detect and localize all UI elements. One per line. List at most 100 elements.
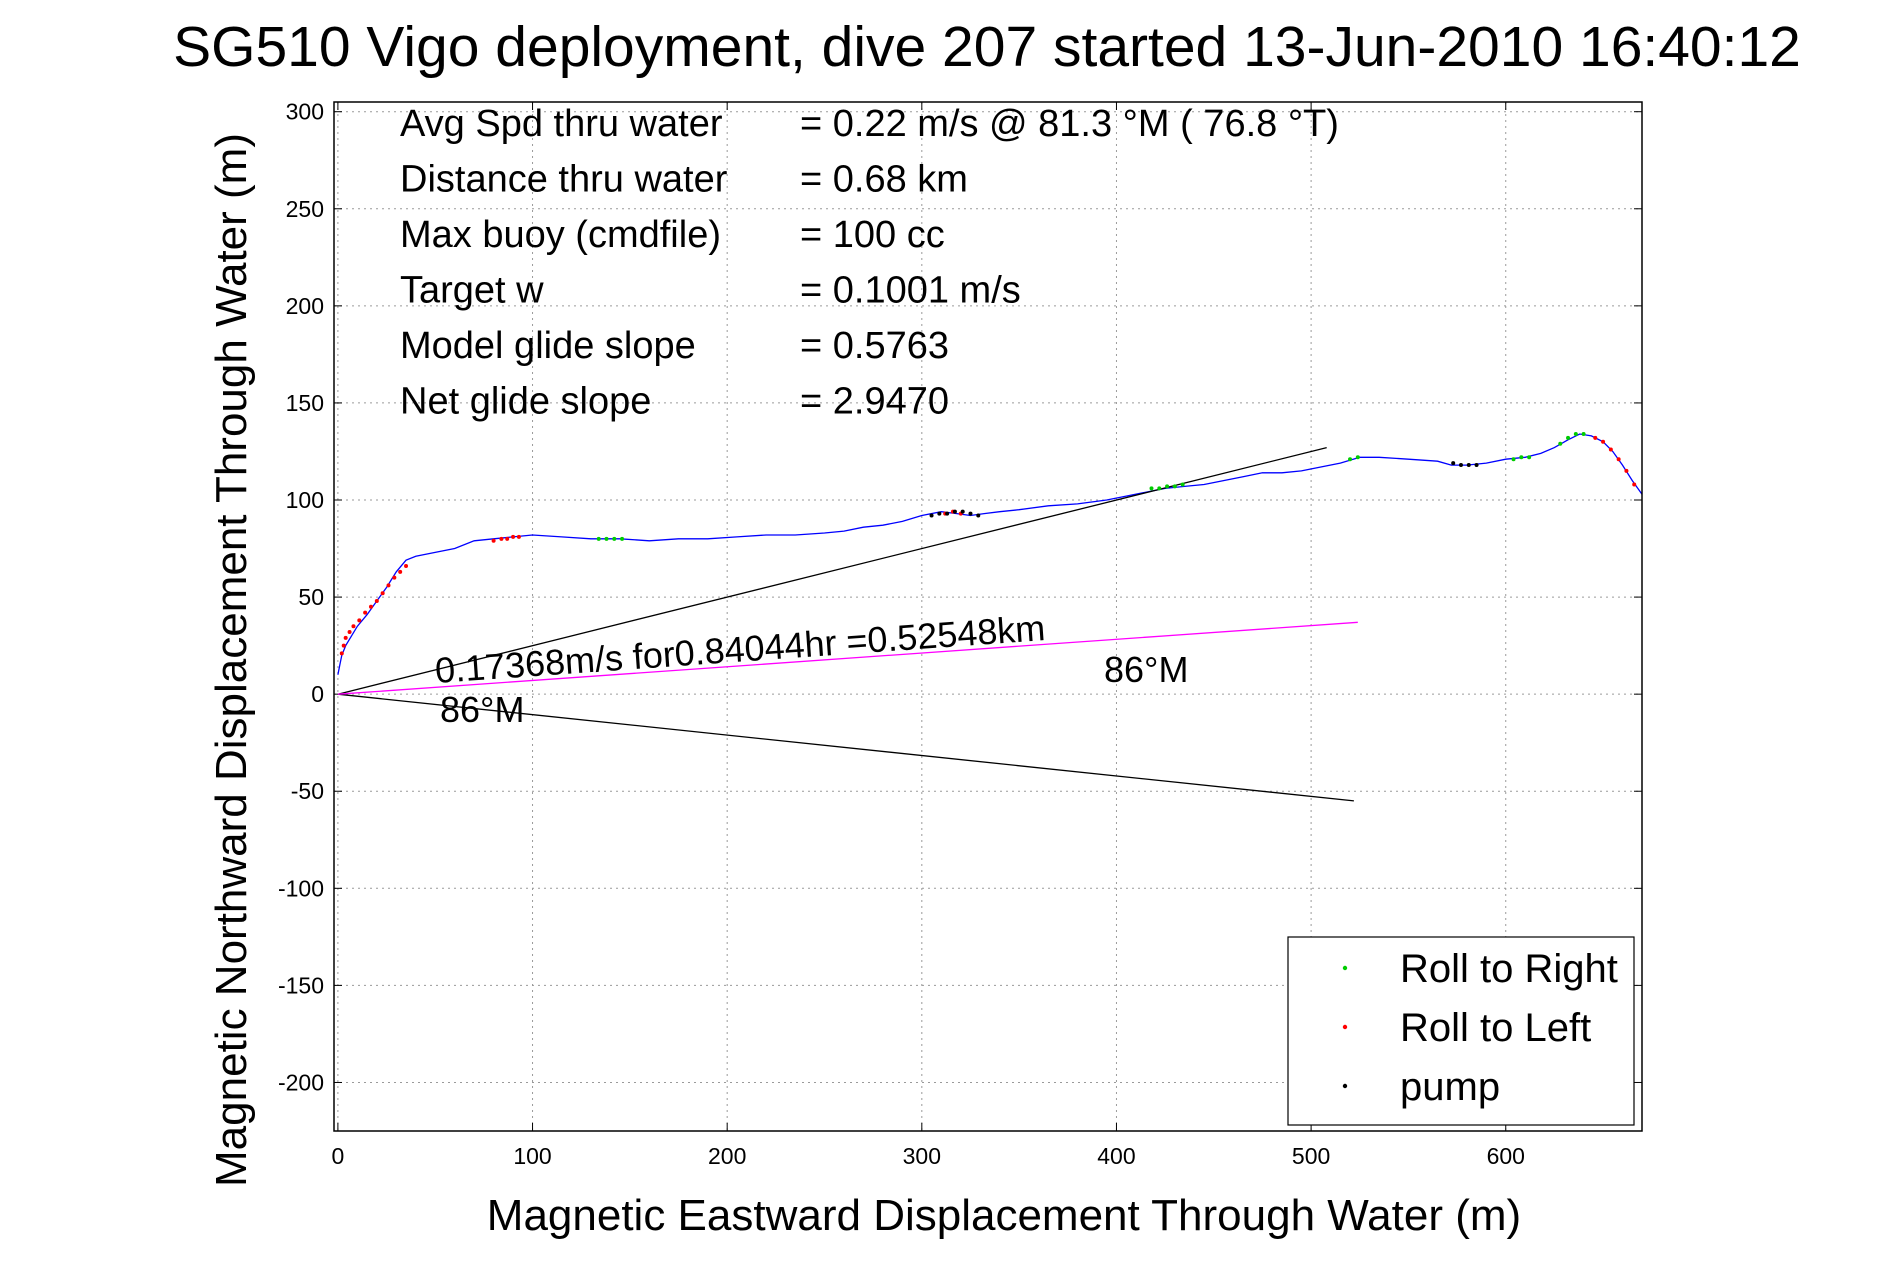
y-tick-label: -100 bbox=[278, 875, 324, 901]
marker-roll-to-right bbox=[1511, 457, 1516, 462]
marker-roll-to-right bbox=[620, 536, 625, 541]
marker-pump bbox=[1458, 463, 1463, 468]
stat-value: = 100 cc bbox=[800, 214, 945, 256]
marker-roll-to-left bbox=[516, 534, 521, 539]
stat-label: Max buoy (cmdfile) bbox=[400, 214, 721, 256]
stat-value: = 0.5763 bbox=[800, 325, 949, 367]
marker-roll-to-right bbox=[1581, 431, 1586, 436]
marker-roll-to-left bbox=[380, 591, 385, 596]
series-track bbox=[337, 433, 1643, 675]
y-tick-label: -200 bbox=[278, 1069, 324, 1095]
stats-text-block: Avg Spd thru water = 0.22 m/s @ 81.3 °M (… bbox=[400, 103, 1339, 423]
y-tick-label: 50 bbox=[298, 584, 324, 610]
marker-pump bbox=[1466, 463, 1471, 468]
marker-layer bbox=[339, 431, 1637, 656]
marker-roll-to-left bbox=[347, 630, 352, 635]
stat-label: Net glide slope bbox=[400, 381, 651, 423]
marker-roll-to-right bbox=[1558, 441, 1563, 446]
marker-roll-to-right bbox=[1355, 455, 1360, 460]
legend-label: Roll to Right bbox=[1400, 947, 1618, 991]
marker-roll-to-left bbox=[368, 604, 373, 609]
x-tick-label: 400 bbox=[1097, 1143, 1135, 1169]
marker-roll-to-right bbox=[1172, 484, 1177, 489]
y-tick-label: 250 bbox=[286, 196, 324, 222]
axis-ticks: 0 100 200 300 400 500 600 -200 -150 -100 -50 0 50 100… bbox=[278, 99, 1642, 1169]
marker-pump bbox=[968, 511, 973, 516]
marker-pump bbox=[929, 513, 934, 518]
stat-value: = 0.68 km bbox=[800, 159, 968, 201]
marker-roll-to-right bbox=[1149, 486, 1154, 491]
marker-roll-to-left bbox=[386, 583, 391, 588]
legend-swatch bbox=[1342, 1024, 1348, 1030]
marker-roll-to-right bbox=[1566, 435, 1571, 440]
marker-roll-to-left bbox=[374, 598, 379, 603]
marker-pump bbox=[945, 511, 950, 516]
x-tick-label: 0 bbox=[331, 1143, 344, 1169]
y-tick-label: -50 bbox=[291, 778, 324, 804]
stat-label: Target w bbox=[400, 270, 544, 312]
marker-roll-to-left bbox=[491, 538, 496, 543]
y-tick-label: 200 bbox=[286, 293, 324, 319]
heading-end-annotation: 86°M bbox=[1104, 649, 1188, 690]
stat-label: Distance thru water bbox=[400, 159, 728, 201]
marker-pump bbox=[960, 509, 965, 514]
stat-value: = 2.9470 bbox=[800, 381, 949, 423]
legend-swatch bbox=[1342, 965, 1348, 971]
marker-roll-to-right bbox=[1527, 455, 1532, 460]
marker-roll-to-left bbox=[363, 610, 368, 615]
marker-roll-to-left bbox=[398, 569, 403, 574]
x-tick-label: 600 bbox=[1487, 1143, 1525, 1169]
x-tick-label: 300 bbox=[903, 1143, 941, 1169]
legend-label: pump bbox=[1400, 1065, 1500, 1109]
series-glide-slope-lower bbox=[337, 693, 1354, 802]
marker-roll-to-left bbox=[351, 624, 356, 629]
marker-roll-to-right bbox=[604, 536, 609, 541]
marker-roll-to-left bbox=[505, 536, 510, 541]
marker-roll-to-right bbox=[1180, 482, 1185, 487]
marker-roll-to-left bbox=[343, 635, 348, 640]
y-tick-label: 150 bbox=[286, 390, 324, 416]
marker-roll-to-right bbox=[1573, 431, 1578, 436]
x-tick-label: 500 bbox=[1292, 1143, 1330, 1169]
y-tick-label: 100 bbox=[286, 487, 324, 513]
series-glide-slope-upper bbox=[337, 446, 1327, 695]
legend-label: Roll to Left bbox=[1400, 1006, 1591, 1050]
marker-roll-to-left bbox=[1608, 447, 1613, 452]
legend: Roll to Right Roll to Left pump bbox=[1287, 936, 1635, 1126]
marker-roll-to-right bbox=[612, 536, 617, 541]
series-current bbox=[337, 621, 1358, 695]
marker-roll-to-right bbox=[1165, 484, 1170, 489]
marker-roll-to-left bbox=[1632, 482, 1637, 487]
marker-roll-to-right bbox=[1348, 457, 1353, 462]
marker-pump bbox=[976, 513, 981, 518]
marker-pump bbox=[1451, 461, 1456, 466]
marker-roll-to-right bbox=[1157, 486, 1162, 491]
x-tick-label: 100 bbox=[513, 1143, 551, 1169]
marker-roll-to-left bbox=[392, 575, 397, 580]
marker-roll-to-left bbox=[339, 651, 344, 656]
legend-swatch bbox=[1342, 1083, 1348, 1089]
marker-pump bbox=[937, 511, 942, 516]
y-axis-label: Magnetic Northward Displacement Through … bbox=[207, 133, 256, 1187]
stat-label: Avg Spd thru water bbox=[400, 103, 723, 145]
chart-title: SG510 Vigo deployment, dive 207 started … bbox=[173, 15, 1801, 79]
x-tick-label: 200 bbox=[708, 1143, 746, 1169]
marker-roll-to-left bbox=[1616, 457, 1621, 462]
marker-pump bbox=[952, 509, 957, 514]
grid-lines bbox=[334, 102, 1642, 1131]
plot-frame bbox=[333, 101, 1643, 1132]
marker-roll-to-left bbox=[511, 534, 516, 539]
marker-roll-to-left bbox=[357, 618, 362, 623]
stat-label: Model glide slope bbox=[400, 325, 696, 367]
marker-pump bbox=[1474, 463, 1479, 468]
y-tick-label: -150 bbox=[278, 972, 324, 998]
stat-value: = 0.1001 m/s bbox=[800, 270, 1021, 312]
marker-roll-to-left bbox=[499, 536, 504, 541]
series-layer bbox=[337, 433, 1643, 802]
marker-roll-to-left bbox=[1624, 468, 1629, 473]
marker-roll-to-right bbox=[596, 536, 601, 541]
y-tick-label: 300 bbox=[286, 99, 324, 125]
marker-roll-to-left bbox=[1601, 439, 1606, 444]
marker-roll-to-left bbox=[341, 643, 346, 648]
